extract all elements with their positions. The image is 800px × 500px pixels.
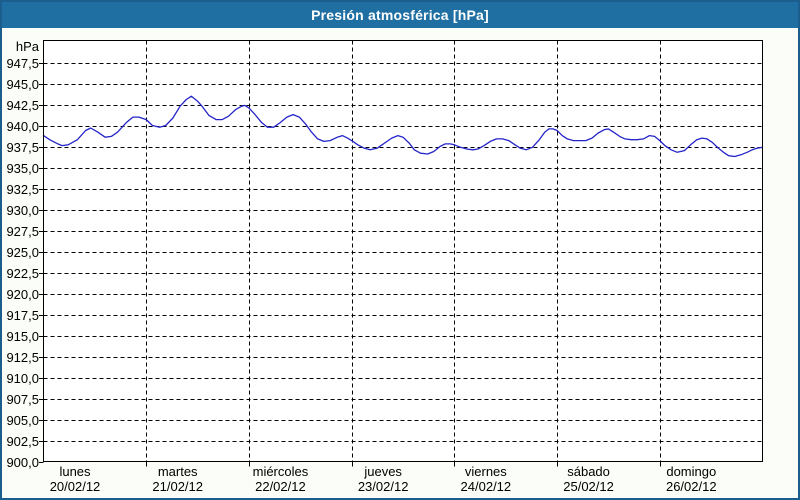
y-tick-label: 902,5 (6, 433, 39, 449)
day-name: viernes (464, 464, 507, 479)
day-label: domingo 26/02/12 (660, 464, 722, 494)
day-date: 22/02/12 (255, 479, 306, 494)
y-tick-label: 940,0 (6, 118, 39, 134)
day-name: sábado (567, 464, 610, 479)
day-date: 23/02/12 (357, 479, 409, 494)
y-tick-label: 912,5 (6, 349, 39, 365)
y-tick-label: 917,5 (6, 307, 39, 323)
y-tick-label: 947,5 (6, 55, 39, 71)
y-tick-label: 920,0 (6, 286, 39, 302)
y-tick-label: 915,0 (6, 328, 39, 344)
day-date: 24/02/12 (460, 479, 512, 494)
day-date: 21/02/12 (152, 479, 203, 494)
day-name: domingo (666, 464, 717, 479)
y-tick-label: 927,5 (6, 223, 39, 239)
y-tick-label: 907,5 (6, 391, 39, 407)
day-name: jueves (364, 464, 402, 479)
y-tick-label: 932,5 (6, 181, 39, 197)
day-date: 25/02/12 (563, 479, 614, 494)
y-tick-label: 930,0 (6, 202, 39, 218)
y-tick-label: 925,0 (6, 244, 39, 260)
day-label: viernes 24/02/12 (455, 464, 517, 494)
plot-border (43, 40, 763, 462)
day-label: miércoles 22/02/12 (249, 464, 311, 494)
day-date: 26/02/12 (665, 479, 717, 494)
page-title: Presión atmosférica [hPa] (311, 7, 489, 23)
y-tick-label: 945,0 (6, 76, 39, 92)
day-label: jueves 23/02/12 (352, 464, 414, 494)
y-axis-unit-label: hPa (15, 39, 39, 54)
y-tick-label: 905,0 (6, 412, 39, 428)
day-name: miércoles (252, 464, 309, 479)
day-name: lunes (59, 464, 91, 479)
plot-background (43, 40, 763, 462)
title-bar: Presión atmosférica [hPa] (2, 2, 798, 28)
day-label: lunes 20/02/12 (44, 464, 106, 494)
day-date: 20/02/12 (49, 479, 101, 494)
y-tick-label: 935,0 (6, 160, 39, 176)
pressure-series-line (42, 95, 764, 158)
day-label: martes 21/02/12 (147, 464, 209, 494)
y-tick-label: 922,5 (6, 265, 39, 281)
day-label: sábado 25/02/12 (558, 464, 620, 494)
y-tick-label: 900,0 (6, 454, 39, 470)
y-tick-label: 910,0 (6, 370, 39, 386)
y-tick-label: 937,5 (6, 139, 39, 155)
y-tick-label: 942,5 (6, 97, 39, 113)
day-name: martes (157, 464, 198, 479)
